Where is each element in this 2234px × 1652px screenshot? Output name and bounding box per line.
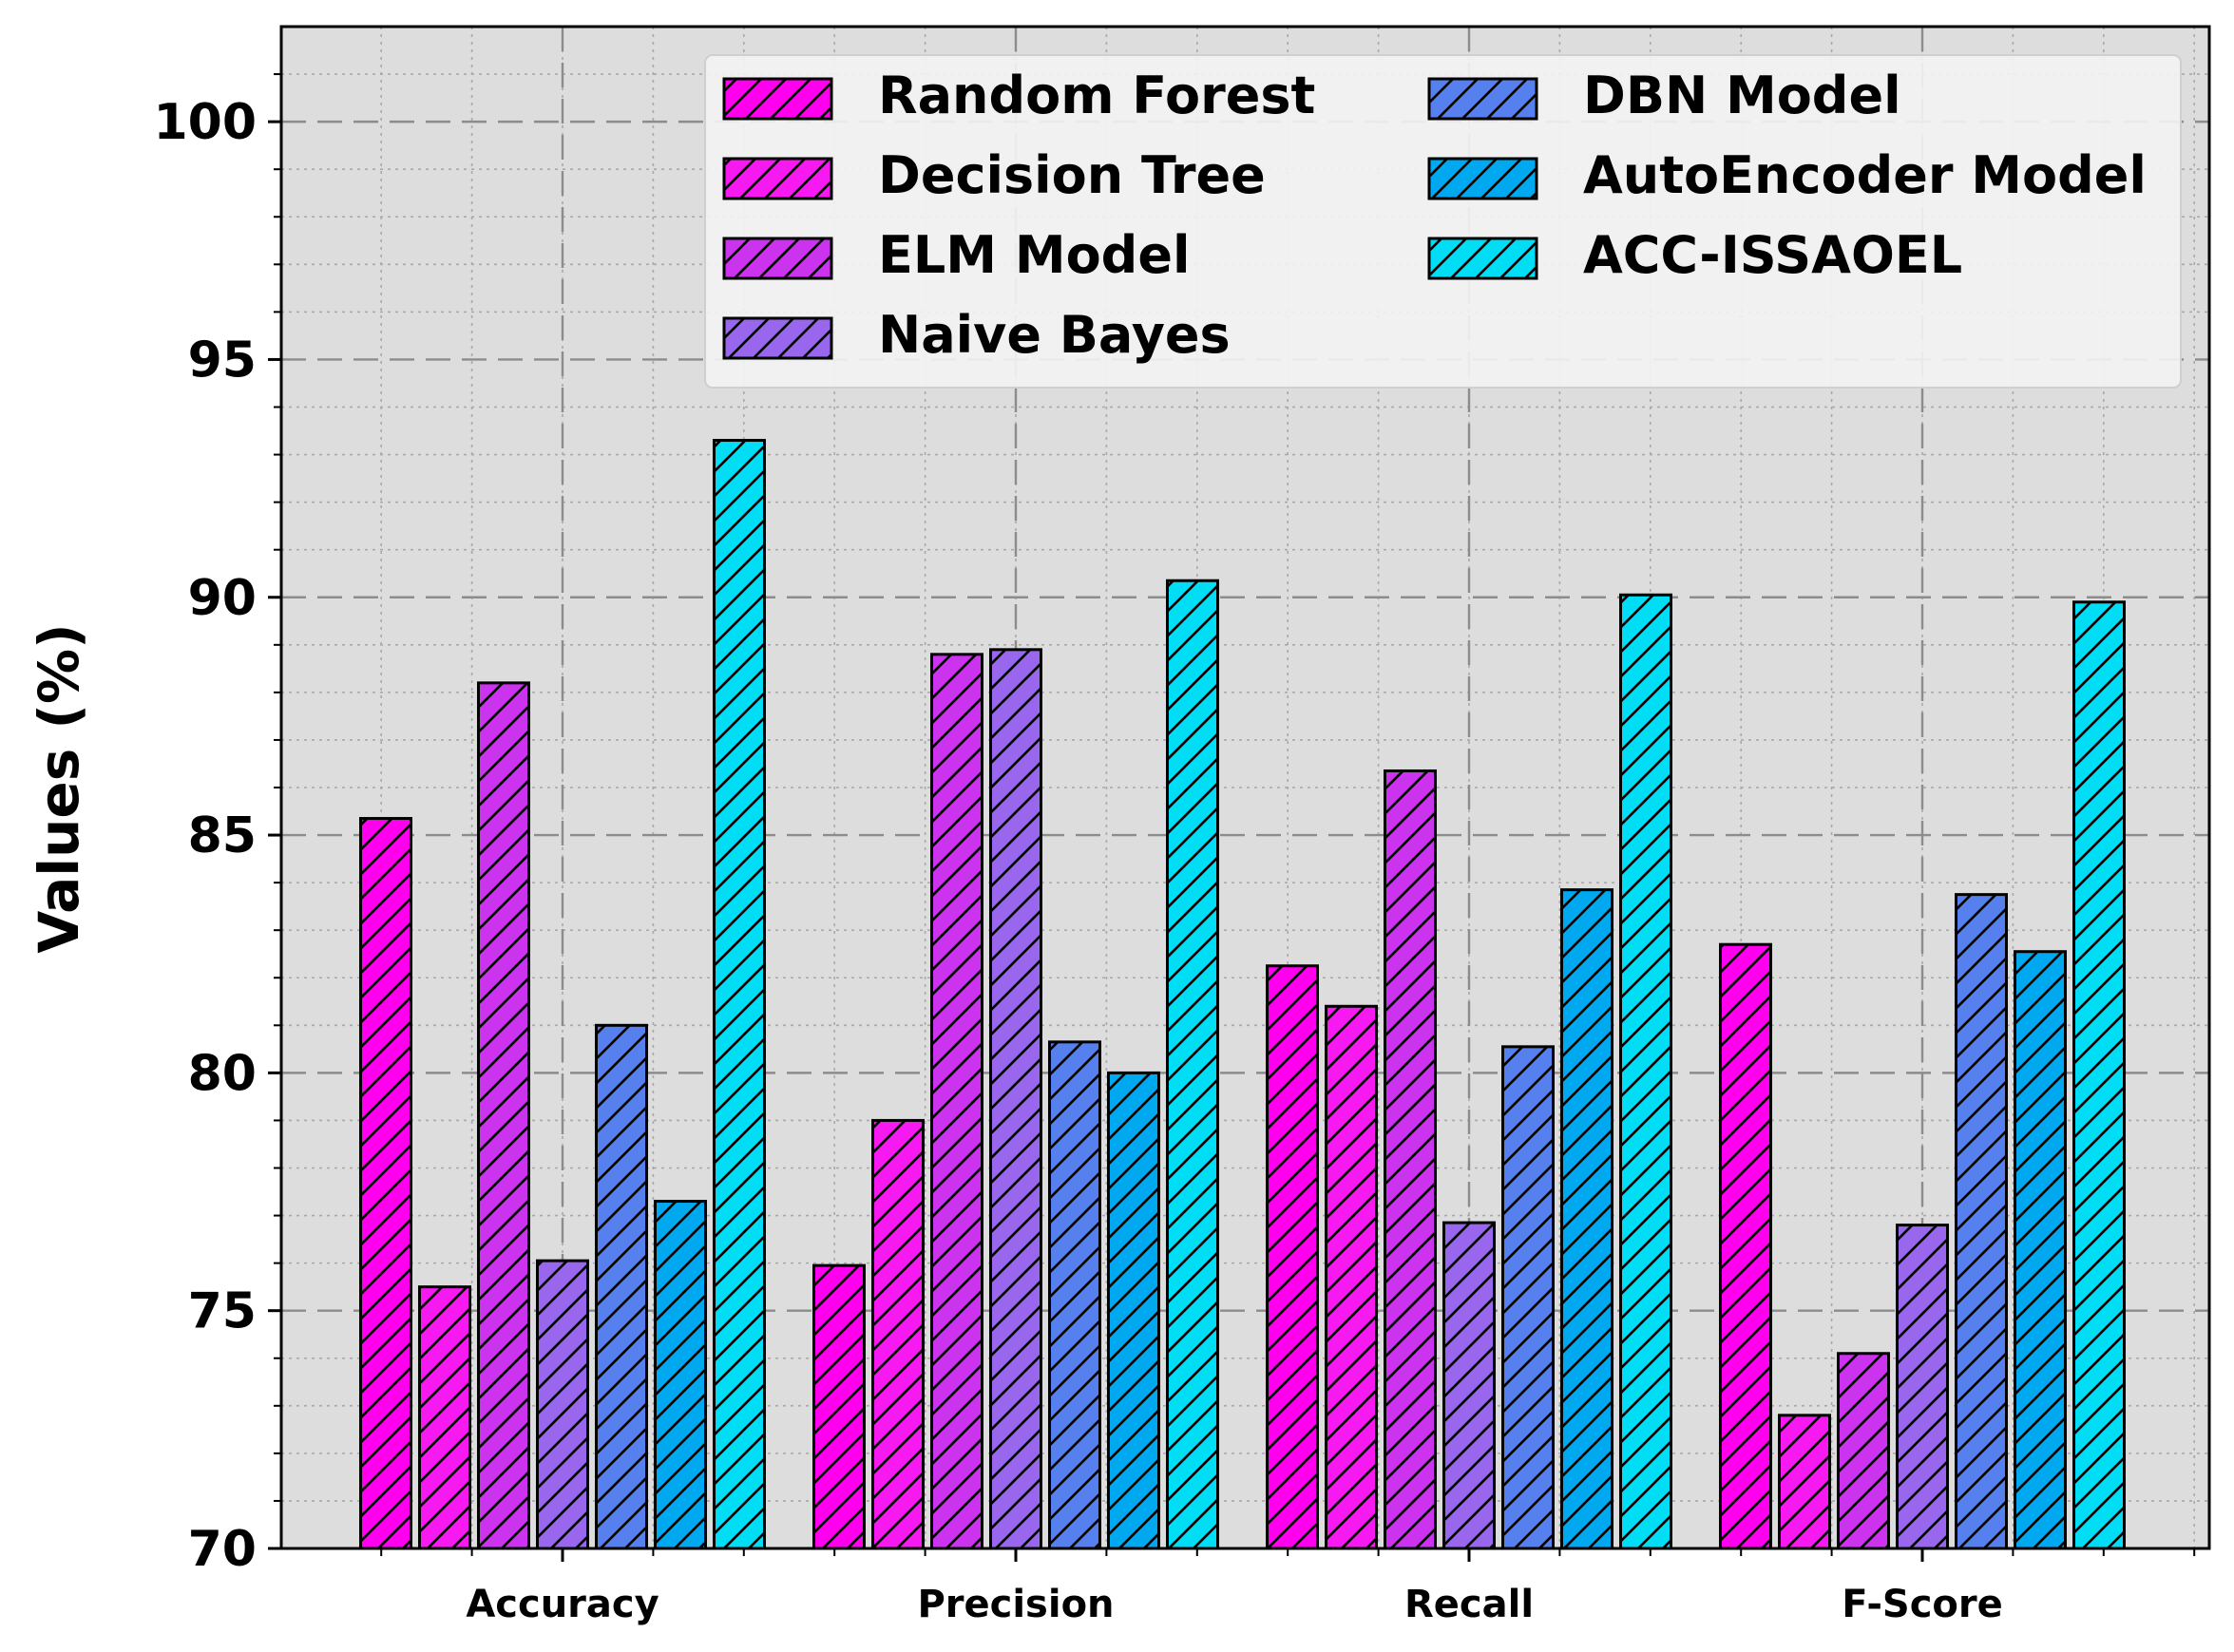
legend-swatch-hatch xyxy=(722,316,833,360)
legend-swatch-hatch xyxy=(1427,157,1538,200)
bar-hatch xyxy=(536,1259,589,1550)
legend-swatch-hatch xyxy=(1427,77,1538,121)
bar-hatch xyxy=(1107,1071,1160,1550)
x-tick-label: Precision xyxy=(917,1583,1114,1626)
legend-swatch-hatch xyxy=(722,237,833,280)
bar-hatch xyxy=(812,1263,866,1550)
bar-hatch xyxy=(654,1200,707,1550)
bar xyxy=(1442,1221,1496,1550)
legend-label: ELM Model xyxy=(878,225,1190,285)
y-tick-label: 95 xyxy=(188,332,257,389)
bar-hatch xyxy=(1560,888,1613,1550)
bar-hatch xyxy=(477,681,530,1550)
bar xyxy=(654,1200,707,1550)
bar xyxy=(536,1259,589,1550)
legend-swatch-hatch xyxy=(722,77,833,121)
bar xyxy=(1560,888,1613,1550)
bar-hatch xyxy=(1719,942,1772,1550)
bar xyxy=(1778,1414,1831,1550)
legend-item: AutoEncoder Model xyxy=(1427,145,2147,205)
bar xyxy=(1896,1224,1949,1550)
bar xyxy=(359,817,412,1550)
bar xyxy=(418,1285,471,1550)
bar xyxy=(1619,593,1672,1550)
legend-label: ACC-ISSAOEL xyxy=(1583,225,1962,285)
legend-swatch-hatch xyxy=(722,157,833,200)
bar-hatch xyxy=(1266,964,1319,1550)
y-tick-label: 90 xyxy=(188,570,257,627)
bar-hatch xyxy=(2072,600,2126,1550)
axis-ticks: 70 75 80 85 90 95 100 Accuracy Precision Recall F-… xyxy=(153,73,2196,1626)
legend-label: Random Forest xyxy=(878,66,1315,125)
legend-item: Decision Tree xyxy=(722,145,1266,205)
legend-box xyxy=(704,54,2182,389)
y-tick-label: 85 xyxy=(188,807,257,864)
bar xyxy=(1955,893,2008,1550)
bar xyxy=(930,653,983,1550)
legend-item: Naive Bayes xyxy=(722,305,1231,365)
bar-hatch xyxy=(1166,579,1219,1550)
bar-hatch xyxy=(2014,950,2067,1550)
y-tick-label: 70 xyxy=(188,1521,257,1578)
bar-hatch xyxy=(1442,1221,1496,1550)
bar-hatch xyxy=(595,1023,648,1550)
legend-swatch-hatch xyxy=(1427,237,1538,280)
bar-hatch xyxy=(1048,1040,1101,1550)
bar-hatch xyxy=(1619,593,1672,1550)
bar-hatch xyxy=(1896,1224,1949,1550)
legend-item: ACC-ISSAOEL xyxy=(1427,225,1962,285)
legend-label: AutoEncoder Model xyxy=(1583,145,2147,205)
bar-hatch xyxy=(418,1285,471,1550)
legend: Random Forest Decision Tree ELM Model Naive… xyxy=(704,54,2182,389)
bar-hatch xyxy=(1955,893,2008,1550)
bar xyxy=(2014,950,2067,1550)
y-tick-label: 75 xyxy=(188,1283,257,1340)
bar xyxy=(1048,1040,1101,1550)
bar-hatch xyxy=(359,817,412,1550)
legend-item: DBN Model xyxy=(1427,66,1901,125)
bar-hatch xyxy=(1325,1004,1378,1550)
y-tick-label: 80 xyxy=(188,1045,257,1102)
y-axis-label: Values (%) xyxy=(27,623,91,953)
bar xyxy=(1501,1045,1555,1550)
bar xyxy=(713,439,766,1550)
bar xyxy=(1719,942,1772,1550)
bar-hatch xyxy=(1384,769,1437,1550)
x-tick-label: F-Score xyxy=(1842,1583,2003,1626)
bar-hatch xyxy=(871,1118,925,1550)
legend-item: ELM Model xyxy=(722,225,1190,285)
x-tick-label: Recall xyxy=(1404,1583,1534,1626)
bar xyxy=(1107,1071,1160,1550)
x-tick-label: Accuracy xyxy=(466,1583,659,1626)
bar-hatch xyxy=(713,439,766,1550)
bar xyxy=(812,1263,866,1550)
bar-hatch xyxy=(1778,1414,1831,1550)
bar xyxy=(989,648,1042,1550)
bar xyxy=(2072,600,2126,1550)
bar-hatch xyxy=(930,653,983,1550)
bar-hatch xyxy=(989,648,1042,1550)
bar xyxy=(1837,1352,1890,1550)
bar-hatch xyxy=(1837,1352,1890,1550)
bar-hatch xyxy=(1501,1045,1555,1550)
legend-label: Naive Bayes xyxy=(878,305,1231,365)
y-tick-label: 100 xyxy=(153,94,257,151)
bar xyxy=(1166,579,1219,1550)
legend-label: DBN Model xyxy=(1583,66,1901,125)
bar xyxy=(1266,964,1319,1550)
bars-group xyxy=(359,439,2126,1550)
bar xyxy=(595,1023,648,1550)
bar xyxy=(477,681,530,1550)
legend-label: Decision Tree xyxy=(878,145,1266,205)
bar xyxy=(871,1118,925,1550)
bar xyxy=(1325,1004,1378,1550)
legend-item: Random Forest xyxy=(722,66,1315,125)
bar xyxy=(1384,769,1437,1550)
